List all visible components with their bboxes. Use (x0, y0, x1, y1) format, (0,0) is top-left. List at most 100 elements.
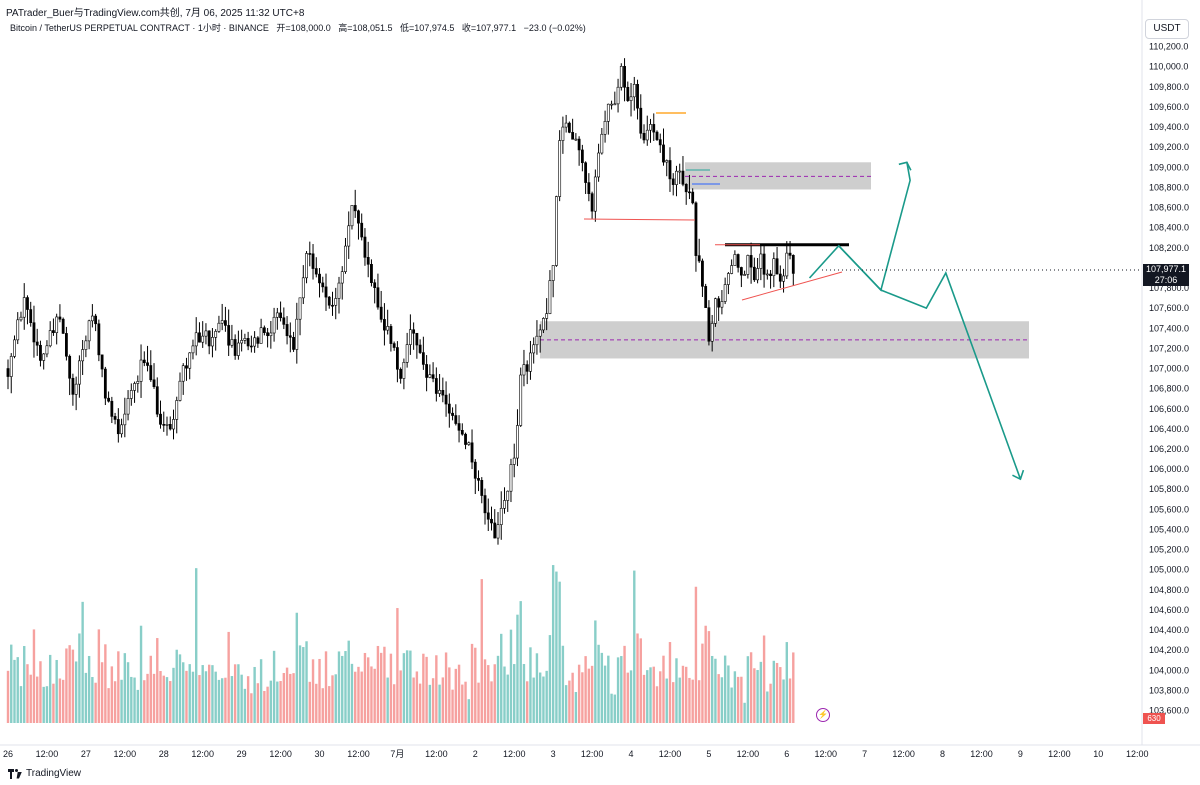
candle-body (662, 144, 665, 163)
candle-body (486, 512, 490, 520)
volume-bar (195, 568, 198, 723)
candle-body (545, 313, 549, 319)
volume-bar (600, 652, 604, 723)
candle-body (726, 273, 730, 285)
volume-bar (165, 677, 169, 723)
x-tick-label: 28 (159, 749, 169, 759)
candle-body (175, 400, 179, 420)
candle-body (655, 131, 659, 140)
y-tick-label: 107,200.0 (1149, 343, 1189, 353)
candle-body (467, 442, 471, 445)
volume-bar (740, 676, 743, 723)
volume-bar (207, 664, 211, 723)
volume-bar (52, 683, 55, 723)
candle-body (525, 364, 529, 372)
candle-body (503, 500, 506, 509)
volume-bar (201, 665, 204, 723)
candle-body (155, 386, 159, 415)
candle-body (77, 360, 81, 385)
x-tick-label: 12:00 (737, 749, 760, 759)
candle-body (103, 368, 107, 399)
volume-bar (626, 672, 629, 723)
volume-bar (182, 662, 185, 723)
tradingview-logo-icon (8, 768, 22, 779)
candle-body (701, 260, 704, 287)
volume-bar (146, 673, 149, 723)
candle-body (6, 368, 10, 377)
candle-body (331, 304, 334, 307)
y-tick-label: 106,800.0 (1149, 384, 1189, 394)
volume-bar (130, 676, 133, 723)
candle-body (340, 271, 344, 284)
volume-bar (298, 645, 302, 723)
x-tick-label: 12:00 (269, 749, 292, 759)
candle-body (211, 337, 214, 347)
currency-button[interactable]: USDT (1145, 19, 1189, 39)
candle-body (710, 323, 714, 342)
volume-bar (451, 689, 454, 723)
candle-body (298, 297, 302, 320)
volume-bar (276, 681, 279, 723)
volume-bar (220, 678, 224, 723)
volume-bar (178, 654, 182, 723)
volume-bar (730, 687, 733, 723)
volume-bar (736, 676, 740, 723)
candle-body (256, 337, 260, 344)
candle-body (788, 252, 792, 256)
volume-bar (211, 665, 214, 723)
candle-body (769, 273, 772, 277)
candle-body (717, 298, 721, 308)
lightning-icon[interactable]: ⚡ (816, 708, 830, 722)
volume-bar (535, 653, 539, 723)
candle-body (714, 298, 717, 324)
x-tick-label: 7月 (390, 749, 404, 759)
tradingview-logo[interactable]: TradingView (8, 768, 81, 779)
candle-body (587, 182, 591, 194)
candle-body (496, 524, 500, 539)
volume-bar (490, 681, 493, 723)
volume-bar (392, 684, 396, 723)
x-tick-label: 12:00 (659, 749, 682, 759)
volume-bar (496, 655, 500, 723)
volume-bar (662, 655, 665, 723)
volume-bar (376, 645, 380, 723)
candle-body (551, 265, 555, 281)
candle-body (357, 210, 360, 224)
volume-bar (785, 642, 788, 723)
candle-body (506, 490, 510, 501)
y-tick-label: 106,600.0 (1149, 404, 1189, 414)
volume-bar (749, 652, 753, 723)
candle-body (542, 318, 545, 331)
volume-bar (444, 652, 448, 723)
candle-body (632, 84, 636, 98)
volume-bar (250, 693, 253, 723)
candle-body (434, 378, 438, 394)
x-tick-label: 12:00 (970, 749, 993, 759)
volume-bar (94, 682, 97, 723)
candle-body (785, 252, 789, 277)
candle-body (616, 86, 620, 105)
candle-body (415, 332, 419, 346)
volume-bar (688, 677, 691, 723)
candle-body (120, 424, 123, 435)
volume-bar (470, 643, 474, 723)
volume-bar (538, 672, 542, 723)
volume-bar (334, 674, 337, 723)
candle-body (84, 340, 88, 350)
volume-bar (435, 655, 438, 723)
candle-body (555, 196, 558, 266)
candle-body (39, 344, 42, 361)
volume-bar (19, 686, 23, 723)
volume-bar (425, 656, 428, 723)
volume-bar (788, 678, 792, 723)
candle-body (162, 424, 166, 426)
candle-body (32, 322, 36, 343)
volume-bar (169, 681, 172, 723)
x-tick-label: 12:00 (425, 749, 448, 759)
volume-bar (65, 648, 68, 723)
candle-body (97, 323, 101, 356)
volume-bar (87, 655, 91, 723)
volume-bar (483, 659, 487, 723)
volume-bar (81, 601, 84, 723)
